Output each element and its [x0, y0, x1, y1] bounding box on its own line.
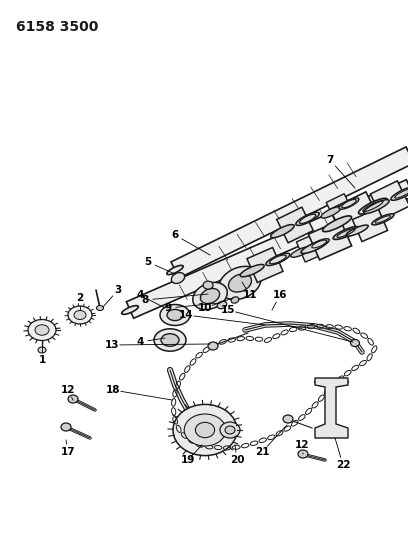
- Text: 21: 21: [255, 447, 269, 457]
- Ellipse shape: [301, 240, 327, 253]
- Text: 2: 2: [76, 293, 84, 303]
- Text: 12: 12: [61, 385, 75, 395]
- Text: 20: 20: [230, 455, 244, 465]
- Ellipse shape: [339, 198, 359, 209]
- Polygon shape: [277, 207, 313, 243]
- Ellipse shape: [200, 288, 220, 304]
- Text: 18: 18: [106, 385, 120, 395]
- Text: 8: 8: [142, 295, 149, 305]
- Ellipse shape: [68, 395, 78, 403]
- Ellipse shape: [193, 282, 227, 310]
- Text: 12: 12: [295, 440, 309, 450]
- Ellipse shape: [391, 187, 408, 200]
- Ellipse shape: [290, 247, 311, 257]
- Ellipse shape: [309, 239, 329, 249]
- Ellipse shape: [270, 255, 286, 264]
- Polygon shape: [171, 147, 408, 278]
- Polygon shape: [315, 378, 348, 438]
- Ellipse shape: [217, 301, 227, 309]
- Ellipse shape: [61, 423, 71, 431]
- Polygon shape: [126, 180, 408, 318]
- Ellipse shape: [296, 212, 319, 225]
- Ellipse shape: [225, 426, 235, 434]
- Text: 22: 22: [336, 460, 350, 470]
- Text: 13: 13: [105, 340, 119, 350]
- Polygon shape: [247, 247, 283, 282]
- Ellipse shape: [231, 297, 239, 303]
- Ellipse shape: [342, 199, 356, 208]
- Ellipse shape: [173, 405, 237, 456]
- Ellipse shape: [350, 340, 359, 346]
- Ellipse shape: [266, 253, 290, 265]
- Ellipse shape: [208, 342, 218, 350]
- Polygon shape: [370, 181, 408, 219]
- Ellipse shape: [323, 216, 352, 232]
- Polygon shape: [297, 234, 324, 262]
- Ellipse shape: [359, 198, 388, 214]
- Ellipse shape: [372, 214, 394, 225]
- Polygon shape: [353, 208, 388, 241]
- Text: 10: 10: [198, 303, 212, 313]
- Ellipse shape: [160, 304, 190, 326]
- Ellipse shape: [167, 265, 183, 274]
- Ellipse shape: [299, 214, 316, 223]
- Ellipse shape: [97, 305, 104, 311]
- Ellipse shape: [271, 224, 294, 238]
- Ellipse shape: [333, 227, 359, 239]
- Text: 7: 7: [326, 155, 334, 165]
- Ellipse shape: [68, 306, 92, 324]
- Text: 6158 3500: 6158 3500: [16, 20, 99, 34]
- Text: 4: 4: [136, 290, 144, 300]
- Ellipse shape: [122, 305, 138, 314]
- Text: 11: 11: [243, 290, 257, 300]
- Text: 17: 17: [61, 447, 75, 457]
- Text: 15: 15: [221, 305, 235, 315]
- Ellipse shape: [167, 309, 183, 321]
- Ellipse shape: [364, 200, 389, 214]
- Text: 1: 1: [38, 355, 46, 365]
- Ellipse shape: [219, 266, 261, 300]
- Text: 14: 14: [179, 310, 193, 320]
- Ellipse shape: [74, 311, 86, 319]
- Ellipse shape: [283, 415, 293, 423]
- Text: 16: 16: [273, 290, 287, 300]
- Ellipse shape: [220, 422, 240, 438]
- Ellipse shape: [35, 325, 49, 335]
- Ellipse shape: [346, 225, 368, 236]
- Ellipse shape: [240, 264, 264, 277]
- Ellipse shape: [184, 414, 226, 446]
- Text: 19: 19: [181, 455, 195, 465]
- Ellipse shape: [28, 319, 56, 341]
- Ellipse shape: [321, 207, 341, 218]
- Ellipse shape: [195, 422, 215, 438]
- Ellipse shape: [161, 334, 179, 346]
- Polygon shape: [308, 220, 352, 260]
- Polygon shape: [330, 192, 380, 238]
- Ellipse shape: [312, 240, 326, 248]
- Text: 6: 6: [171, 230, 179, 240]
- Ellipse shape: [203, 281, 213, 289]
- Text: 9: 9: [164, 303, 171, 313]
- Ellipse shape: [298, 450, 308, 458]
- Text: 3: 3: [114, 285, 122, 295]
- Ellipse shape: [38, 347, 46, 353]
- Ellipse shape: [228, 274, 251, 292]
- Text: 4: 4: [136, 337, 144, 347]
- Ellipse shape: [171, 272, 185, 284]
- Text: 5: 5: [144, 257, 152, 267]
- Polygon shape: [326, 193, 354, 222]
- Ellipse shape: [154, 329, 186, 351]
